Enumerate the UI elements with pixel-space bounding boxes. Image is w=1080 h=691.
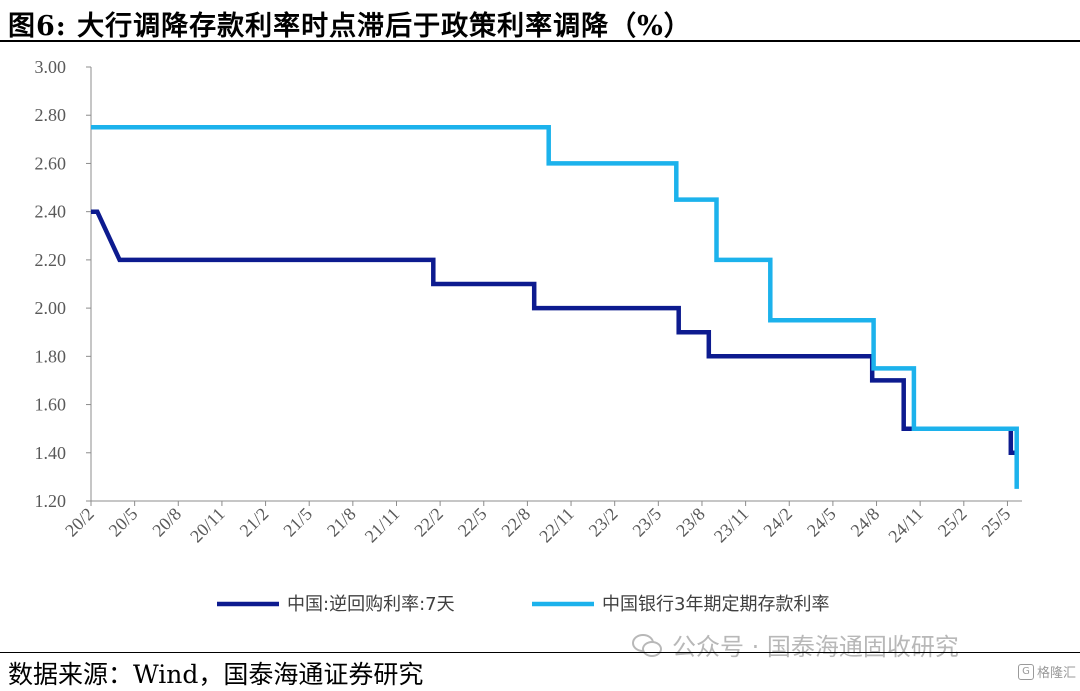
x-tick-label: 22/2 (410, 504, 447, 541)
y-tick-label: 2.20 (35, 250, 67, 270)
x-tick-label: 21/5 (279, 504, 316, 541)
y-tick-labels: 1.20 1.40 1.60 1.80 2.00 2.20 2.40 2.60 2.80 3.00 (35, 57, 67, 511)
y-tick-label: 2.40 (35, 202, 67, 222)
x-tick-label: 22/5 (454, 504, 491, 541)
series-line-2 (91, 125, 1019, 489)
x-tick-label: 22/8 (497, 504, 534, 541)
x-tick-label: 21/11 (361, 504, 404, 547)
x-tick-label: 25/5 (978, 504, 1015, 541)
figure-title: 图6: 大行调降存款利率时点滞后于政策利率调降（%） (8, 11, 692, 42)
x-tick-label: 20/8 (148, 504, 185, 541)
source-note: 数据来源：Wind，国泰海通证券研究 (8, 660, 424, 689)
x-tick-label: 23/11 (710, 504, 753, 547)
title-rule (0, 40, 1080, 42)
corner-mark: G 格隆汇 (1017, 662, 1076, 681)
x-tick-label: 24/2 (759, 504, 796, 541)
x-tick-label: 20/5 (105, 504, 142, 541)
x-tick-label: 24/8 (847, 504, 884, 541)
x-tick-label: 20/2 (61, 504, 98, 541)
y-tick-label: 2.00 (35, 298, 67, 318)
y-tick-label: 2.60 (35, 153, 67, 173)
x-tick-label: 21/8 (323, 504, 360, 541)
x-tick-label: 23/2 (585, 504, 622, 541)
series-line-1 (91, 209, 1017, 456)
x-tick-label: 22/11 (535, 504, 578, 547)
chart-series (91, 125, 1019, 489)
chart-axes (86, 66, 1022, 506)
y-tick-label: 1.20 (35, 491, 67, 511)
x-tick-label: 24/11 (884, 504, 927, 547)
watermark: 公众号 · 国泰海通固收研究 (632, 627, 959, 662)
watermark-text: 公众号 · 国泰海通固收研究 (672, 633, 959, 661)
corner-mark-text: 格隆汇 (1036, 666, 1076, 681)
chart-legend: 中国:逆回购利率:7天 中国银行3年期定期存款利率 (217, 594, 829, 615)
y-tick-label: 2.80 (35, 105, 67, 125)
x-tick-label: 25/2 (934, 504, 971, 541)
legend-label-2: 中国银行3年期定期存款利率 (602, 594, 829, 615)
x-tick-label: 24/5 (803, 504, 840, 541)
x-tick-label: 23/5 (628, 504, 665, 541)
y-tick-label: 1.80 (35, 346, 67, 366)
y-tick-label: 1.40 (35, 443, 67, 463)
x-tick-label: 20/11 (186, 504, 229, 547)
x-tick-label: 23/8 (672, 504, 709, 541)
y-tick-label: 3.00 (35, 57, 67, 77)
chart: 1.20 1.40 1.60 1.80 2.00 2.20 2.40 2.60 2.80 3.00… (35, 57, 1022, 615)
y-tick-label: 1.60 (35, 395, 67, 415)
x-tick-label: 21/2 (236, 504, 273, 541)
source-rule (0, 652, 1080, 653)
legend-label-1: 中国:逆回购利率:7天 (287, 594, 455, 615)
gelonghui-logo-icon: G (1017, 663, 1034, 680)
x-tick-labels: 20/2 20/5 20/8 20/11 21/2 21/5 21/8 21/11 22/2 22… (61, 504, 1014, 547)
